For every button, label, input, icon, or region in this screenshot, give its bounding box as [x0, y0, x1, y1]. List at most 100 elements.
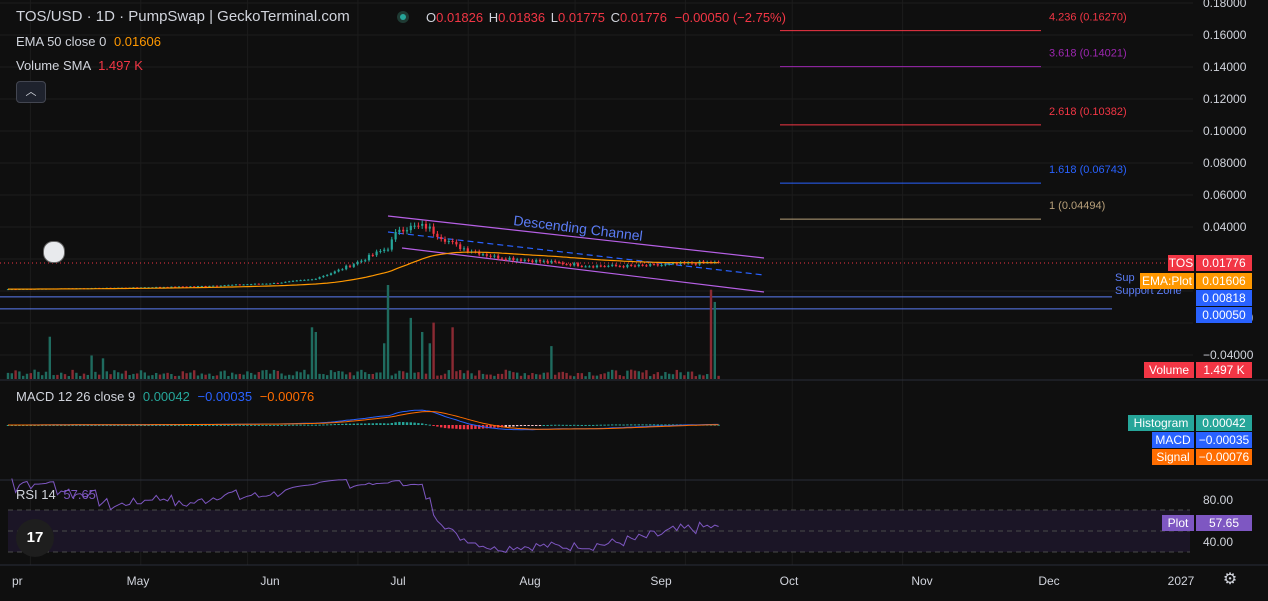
volume-bar	[573, 376, 576, 379]
macd-histogram-bar	[299, 424, 302, 426]
volume-bar	[690, 371, 694, 379]
candle	[641, 263, 644, 267]
candle-body	[489, 255, 492, 257]
macd-legend[interactable]: MACD 12 26 close 9 0.00042 −0.00035 −0.0…	[16, 389, 315, 404]
macd-histogram-bar	[470, 425, 473, 430]
macd-histogram-bar	[527, 425, 530, 426]
volume-bar	[208, 373, 211, 379]
macd-histogram-bar	[269, 424, 272, 426]
candle	[603, 264, 606, 268]
volume-bar	[478, 370, 481, 379]
market-status-dot-icon	[397, 11, 409, 23]
volume-bar	[500, 373, 504, 379]
candle-body	[238, 284, 241, 286]
price-tag-macd-label-bg	[1152, 432, 1194, 448]
price-tag-volume-label: Volume	[1149, 363, 1189, 377]
macd-histogram-bar	[664, 424, 667, 426]
candle-body	[189, 286, 192, 288]
volume-bar	[683, 375, 686, 379]
volume-bar	[424, 373, 428, 379]
candle-body	[527, 259, 530, 261]
y-tick-label: 0.12000	[1203, 92, 1247, 106]
candle-body	[440, 237, 443, 240]
price-tag-rsi[interactable]: Plot 57.65	[1162, 515, 1252, 531]
candle-body	[500, 258, 504, 260]
candle-body	[291, 280, 295, 282]
candle-body	[497, 255, 500, 259]
volume-bar	[52, 375, 55, 379]
candle-body	[265, 283, 268, 285]
candle	[269, 283, 272, 285]
macd-histogram-bar	[717, 424, 720, 426]
price-tag-change[interactable]: 0.00050	[1196, 307, 1252, 323]
candle	[242, 284, 245, 286]
price-tag-last[interactable]: TOS 0.01776	[1168, 255, 1252, 271]
macd-histogram-bar	[318, 424, 321, 426]
candle-body	[200, 285, 203, 287]
candle-body	[546, 260, 549, 263]
candle	[478, 249, 481, 257]
volume-bar	[200, 373, 203, 379]
volume-bar	[485, 374, 488, 379]
price-tag-histogram[interactable]: Histogram 0.00042	[1128, 415, 1252, 431]
macd-histogram-bar	[193, 424, 196, 426]
macd-histogram-bar	[375, 423, 378, 425]
price-tag-support[interactable]: 0.00818	[1196, 290, 1252, 306]
x-tick-label: pr	[12, 574, 23, 588]
macd-histogram-bar	[489, 425, 492, 429]
volume-legend[interactable]: Volume SMA 1.497 K	[16, 58, 143, 73]
volume-bar	[440, 375, 443, 379]
macd-histogram-bar	[155, 424, 158, 426]
ema-legend[interactable]: EMA 50 close 0 0.01606	[16, 34, 161, 49]
price-tag-rsi-label: Plot	[1168, 516, 1189, 530]
price-tag-last-value: 0.01776	[1202, 256, 1246, 270]
volume-bar	[580, 373, 583, 379]
volume-bar	[394, 373, 397, 379]
price-tag-signal[interactable]: Signal −0.00076	[1152, 449, 1252, 465]
macd-histogram-bar	[417, 423, 420, 425]
macd-histogram-bar	[280, 424, 283, 426]
volume-bar	[227, 375, 230, 379]
macd-histogram-bar	[573, 424, 576, 426]
macd-histogram-bar	[48, 424, 51, 426]
macd-histogram-bar	[196, 424, 200, 426]
candle-body	[196, 286, 200, 288]
token-icon[interactable]	[43, 241, 65, 263]
candle	[326, 274, 329, 277]
macd-histogram-bar	[516, 425, 519, 427]
macd-histogram-bar	[508, 425, 511, 427]
candle-body	[630, 264, 633, 266]
tradingview-logo[interactable]: 17	[16, 519, 54, 557]
candle	[299, 279, 302, 282]
rsi-legend[interactable]: RSI 14 57.65	[16, 487, 96, 502]
candle	[364, 258, 367, 263]
price-tag-volume[interactable]: Volume 1.497 K	[1144, 362, 1252, 378]
macd-histogram-bar	[630, 424, 633, 426]
candle	[519, 257, 523, 263]
price-tag-ema[interactable]: EMA:Plot 0.01606	[1140, 273, 1252, 289]
candle-body	[671, 263, 675, 265]
volume-bar	[542, 372, 545, 379]
candle-body	[375, 251, 378, 256]
volume-bar	[698, 374, 701, 379]
volume-bar	[44, 371, 48, 379]
volume-bar	[253, 374, 257, 379]
candle-body	[576, 263, 580, 267]
candle	[337, 268, 340, 273]
macd-histogram-bar	[250, 424, 253, 426]
price-tag-volume-value-bg	[1196, 362, 1252, 378]
collapse-legend-button[interactable]: ︿	[16, 81, 46, 103]
candle	[383, 247, 386, 253]
volume-bar	[337, 370, 340, 379]
price-tag-ema-label-bg	[1140, 273, 1194, 289]
macd-histogram-bar	[424, 424, 428, 426]
candle-body	[649, 264, 652, 266]
volume-bar	[470, 373, 473, 379]
candle	[257, 283, 260, 285]
volume-bar	[37, 371, 40, 379]
price-tag-macd[interactable]: MACD −0.00035	[1152, 432, 1252, 448]
candle-body	[280, 282, 283, 284]
gear-icon[interactable]: ⚙	[1222, 571, 1238, 588]
volume-bar	[348, 372, 352, 379]
